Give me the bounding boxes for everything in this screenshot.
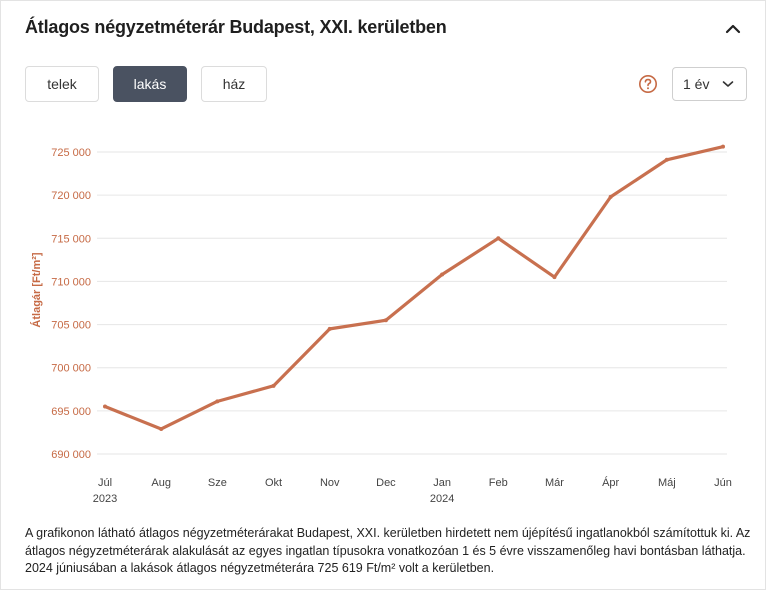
data-point [103, 404, 107, 409]
y-axis-ticks: 690 000 695 000 700 000 705 000 710 000 715 0… [51, 147, 91, 461]
data-point [159, 426, 164, 431]
y-tick-label: 705 000 [51, 320, 91, 332]
y-tick-label: 720 000 [51, 190, 91, 202]
y-tick-label: 695 000 [51, 406, 91, 418]
x-year-label: 2024 [430, 493, 454, 505]
tab-lakas[interactable]: lakás [113, 66, 187, 102]
y-tick-label: 700 000 [51, 363, 91, 375]
x-tick-label: Máj [658, 477, 676, 489]
series-line [103, 145, 725, 431]
data-point [721, 144, 725, 149]
x-tick-label: Feb [489, 477, 508, 489]
x-axis-ticks: Júl Aug Sze Okt Nov Dec Jan Feb Már Ápr Máj Jún 2023… [93, 476, 732, 505]
y-tick-label: 725 000 [51, 147, 91, 159]
question-circle-icon[interactable] [638, 74, 658, 94]
x-tick-label: Dec [376, 477, 396, 489]
card-title: Átlagos négyzetméterár Budapest, XXI. ke… [25, 17, 447, 37]
tab-telek[interactable]: telek [25, 66, 99, 102]
tab-haz[interactable]: ház [201, 66, 267, 102]
x-tick-label: Már [545, 477, 564, 489]
chart-series [103, 144, 725, 431]
x-tick-label: Ápr [602, 476, 619, 489]
chart-grid [97, 151, 727, 455]
y-axis-label: Átlagár [Ft/m²] [30, 252, 43, 328]
x-tick-label: Jún [714, 477, 732, 489]
x-tick-label: Okt [265, 477, 282, 489]
data-point [327, 326, 332, 331]
x-tick-label: Jan [433, 477, 451, 489]
x-year-label: 2023 [93, 493, 117, 505]
x-tick-label: Sze [208, 477, 227, 489]
line-chart: 690 000 695 000 700 000 705 000 710 000 715 0… [30, 144, 732, 505]
x-tick-label: Nov [320, 477, 340, 489]
y-tick-label: 710 000 [51, 276, 91, 288]
period-select[interactable]: 1 év [672, 67, 747, 101]
x-tick-label: Aug [151, 477, 171, 489]
chart-description: A grafikonon látható átlagos négyzetméte… [25, 526, 751, 575]
data-point [664, 157, 669, 162]
data-point [552, 275, 557, 280]
x-tick-label: Júl [98, 477, 112, 489]
data-point [383, 318, 388, 323]
data-point [271, 383, 276, 388]
chevron-up-icon[interactable] [723, 19, 743, 39]
period-select-value: 1 év [683, 76, 710, 92]
data-point [440, 272, 445, 277]
data-point [496, 236, 501, 241]
data-point [215, 399, 220, 404]
y-tick-label: 690 000 [51, 449, 91, 461]
data-point [608, 194, 613, 199]
chevron-down-icon [722, 81, 734, 87]
y-tick-label: 715 000 [51, 233, 91, 245]
property-type-tabs: telek lakás ház [25, 66, 281, 102]
